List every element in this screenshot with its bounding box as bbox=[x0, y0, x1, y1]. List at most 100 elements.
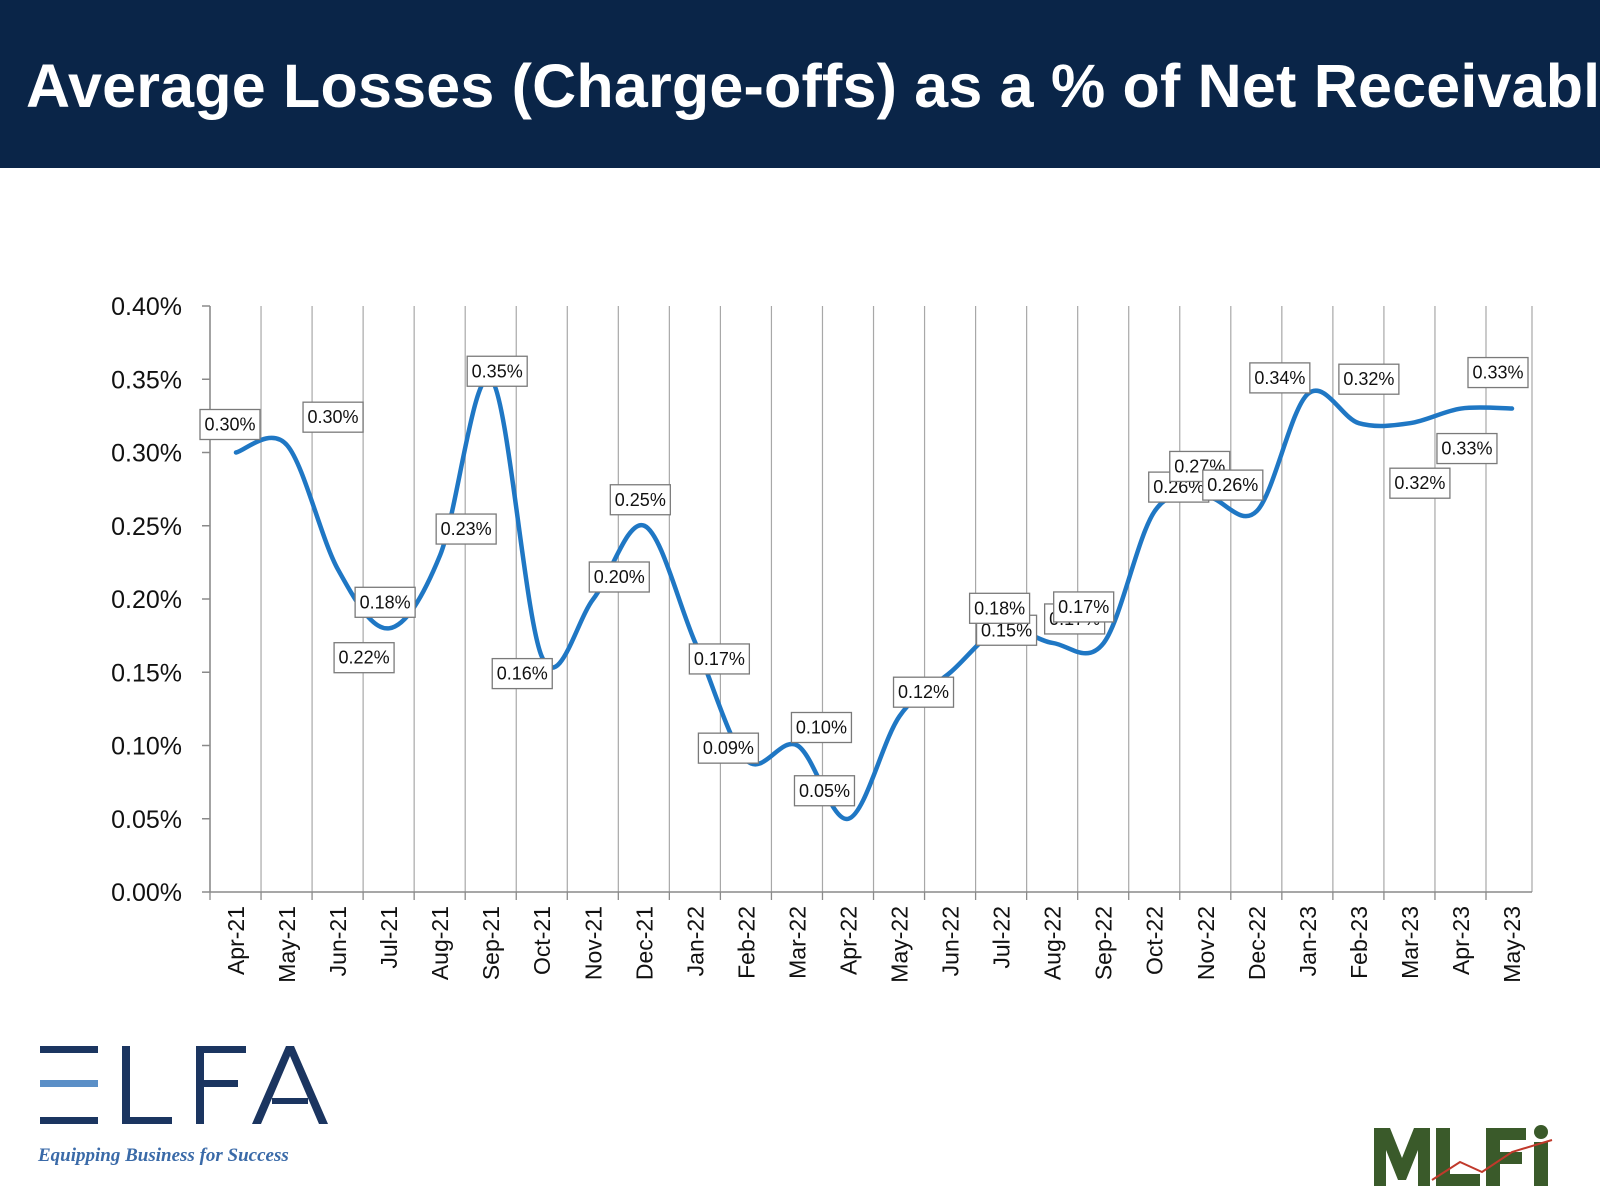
data-label-text: 0.33% bbox=[1472, 363, 1523, 383]
elfa-a-crossbar bbox=[272, 1098, 308, 1104]
data-label: 0.33% bbox=[1467, 356, 1529, 389]
mlfi-m-shape bbox=[1374, 1128, 1430, 1186]
x-tick-label: Apr-22 bbox=[835, 906, 861, 975]
x-tick-label: Jun-21 bbox=[325, 906, 351, 976]
x-tick-label: Dec-21 bbox=[631, 906, 657, 980]
y-tick-label: 0.25% bbox=[111, 513, 182, 541]
x-tick-label: Sep-21 bbox=[478, 906, 504, 980]
data-label: 0.26% bbox=[1202, 469, 1264, 501]
data-label-text: 0.17% bbox=[694, 649, 745, 669]
y-tick-label: 0.00% bbox=[111, 879, 182, 907]
data-label-box bbox=[588, 561, 650, 593]
data-label: 0.27% bbox=[1169, 450, 1231, 483]
data-label-text: 0.30% bbox=[308, 407, 359, 427]
data-label: 0.33% bbox=[1436, 432, 1498, 465]
mlfi-i-stem bbox=[1534, 1142, 1548, 1186]
x-tick-label: Jul-22 bbox=[989, 906, 1015, 969]
data-label-text: 0.16% bbox=[497, 664, 548, 684]
data-label-text: 0.18% bbox=[360, 592, 411, 612]
mlfi-l-shape bbox=[1436, 1128, 1480, 1186]
data-label: 0.22% bbox=[333, 642, 395, 674]
x-tick-label: Apr-23 bbox=[1448, 906, 1474, 975]
x-tick-label: May-22 bbox=[887, 906, 913, 983]
data-label: 0.34% bbox=[1249, 362, 1311, 394]
mlfi-logo bbox=[1374, 1125, 1553, 1186]
data-label-text: 0.10% bbox=[796, 718, 847, 738]
data-label-box bbox=[1053, 591, 1115, 623]
data-label: 0.30% bbox=[199, 408, 261, 441]
data-label-text: 0.26% bbox=[1207, 475, 1258, 495]
data-label: 0.20% bbox=[588, 561, 650, 593]
gridlines bbox=[209, 306, 1533, 892]
data-label: 0.18% bbox=[968, 592, 1031, 624]
data-label-box bbox=[793, 775, 856, 807]
elfa-e-bottom-bar bbox=[40, 1117, 98, 1124]
data-labels: 0.30% 0.30% 0.22% 0.18% 0.23% 0.35% 0.16% 0.20%… bbox=[199, 355, 1529, 807]
data-label-box bbox=[790, 711, 853, 744]
x-tick-label: May-21 bbox=[274, 906, 300, 983]
elfa-l-stem bbox=[122, 1046, 130, 1124]
data-label-box bbox=[302, 401, 364, 433]
data-label-text: 0.23% bbox=[441, 519, 492, 539]
data-label-text: 0.32% bbox=[1343, 369, 1394, 389]
data-label-box bbox=[688, 643, 751, 675]
data-label-box bbox=[1249, 362, 1311, 394]
data-label: 0.09% bbox=[697, 732, 760, 764]
x-tick-label: Feb-23 bbox=[1346, 906, 1372, 979]
data-label-box bbox=[466, 355, 528, 387]
data-label: 0.18% bbox=[354, 586, 416, 618]
y-tick-label: 0.35% bbox=[111, 366, 182, 394]
data-label-text: 0.18% bbox=[974, 598, 1025, 618]
data-label-text: 0.30% bbox=[204, 415, 255, 435]
data-label-box bbox=[1202, 469, 1264, 501]
y-tick-label: 0.10% bbox=[111, 733, 182, 761]
x-tick-label: Oct-22 bbox=[1142, 906, 1168, 975]
chart-title: Average Losses (Charge-offs) as a % of N… bbox=[26, 52, 1600, 120]
data-label-box bbox=[1436, 432, 1498, 465]
x-tick-label: Oct-21 bbox=[529, 906, 555, 975]
data-label-text: 0.34% bbox=[1254, 368, 1305, 388]
data-label: 0.12% bbox=[892, 676, 955, 708]
data-label-box bbox=[1169, 450, 1231, 483]
data-label: 0.16% bbox=[491, 657, 553, 690]
data-label-box bbox=[354, 586, 416, 618]
x-tick-label: May-23 bbox=[1499, 906, 1525, 983]
data-label: 0.35% bbox=[466, 355, 528, 387]
data-label-text: 0.22% bbox=[339, 648, 390, 668]
data-label-text: 0.25% bbox=[615, 490, 666, 510]
x-tick-label: Jun-22 bbox=[938, 906, 964, 976]
y-tick-label: 0.40% bbox=[111, 293, 182, 321]
data-label-box bbox=[1389, 467, 1451, 499]
data-label: 0.17% bbox=[1053, 591, 1115, 623]
x-tick-label: Jan-23 bbox=[1295, 906, 1321, 976]
y-tick-label: 0.15% bbox=[111, 659, 182, 687]
data-label-box bbox=[333, 642, 395, 674]
data-label: 0.23% bbox=[435, 513, 497, 545]
x-tick-label: Feb-22 bbox=[733, 906, 759, 979]
y-axis-ticks: 0.00% 0.05% 0.10% 0.15% 0.20% 0.25% 0.30% 0.35%… bbox=[111, 293, 210, 907]
x-tick-label: Nov-21 bbox=[580, 906, 606, 980]
x-tick-label: Sep-22 bbox=[1091, 906, 1117, 980]
elfa-tagline: Equipping Business for Success bbox=[38, 1145, 289, 1166]
x-tick-label: Jan-22 bbox=[682, 906, 708, 976]
data-label-text: 0.09% bbox=[703, 738, 754, 758]
data-label-text: 0.20% bbox=[594, 567, 645, 587]
elfa-l-base bbox=[122, 1117, 172, 1124]
data-label: 0.10% bbox=[790, 711, 853, 744]
elfa-f-top bbox=[196, 1046, 246, 1053]
data-label-text: 0.35% bbox=[472, 361, 523, 381]
elfa-e-top-bar bbox=[40, 1046, 98, 1053]
x-tick-label: Aug-21 bbox=[427, 906, 453, 980]
elfa-a-shape bbox=[252, 1046, 328, 1124]
data-label-box bbox=[697, 732, 760, 764]
mlfi-trend-line bbox=[1431, 1139, 1553, 1181]
elfa-f-middle bbox=[196, 1080, 238, 1087]
x-tick-label: Dec-22 bbox=[1244, 906, 1270, 980]
data-label-text: 0.05% bbox=[799, 781, 850, 801]
data-label-text: 0.32% bbox=[1394, 473, 1445, 493]
elfa-e-middle-bar bbox=[40, 1080, 98, 1087]
data-label-text: 0.17% bbox=[1058, 597, 1109, 617]
data-label: 0.32% bbox=[1338, 363, 1400, 395]
y-tick-label: 0.20% bbox=[111, 586, 182, 614]
